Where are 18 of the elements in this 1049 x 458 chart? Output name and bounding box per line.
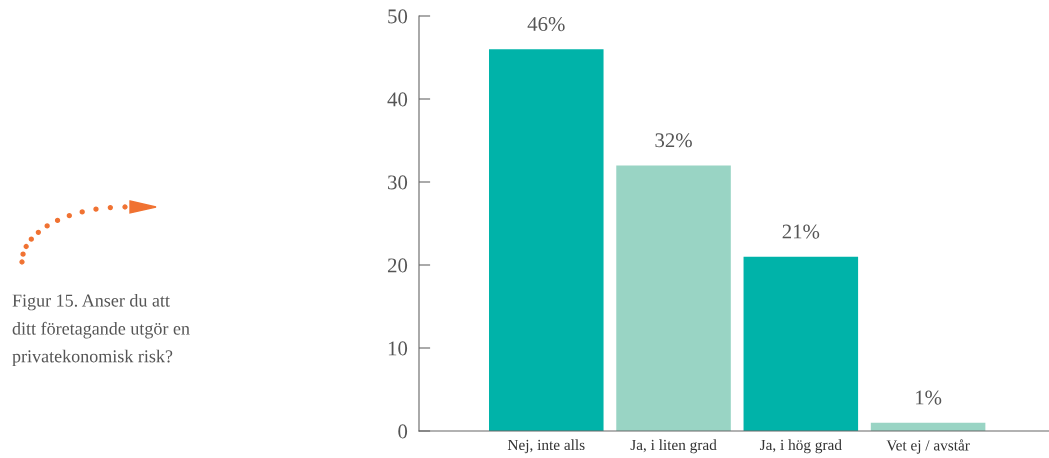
y-tick-label: 20 <box>387 258 408 273</box>
x-tick-label: Ja, i liten grad <box>630 439 717 454</box>
bar <box>743 256 859 431</box>
bar <box>616 165 731 431</box>
data-label: 32% <box>655 133 692 148</box>
data-label: 1% <box>916 390 942 405</box>
x-tick-label: Nej, inte alls <box>507 439 585 454</box>
y-tick-label: 10 <box>388 341 408 356</box>
y-tick-label: 30 <box>388 175 408 190</box>
data-label: 46% <box>527 17 565 32</box>
y-tick-label: 50 <box>388 9 408 24</box>
x-tick-label: Ja, i hög grad <box>759 439 842 454</box>
bar <box>489 49 604 431</box>
y-tick-label: 0 <box>398 424 408 439</box>
x-tick-label: Vet ej / avstår <box>886 439 970 454</box>
data-label: 21% <box>782 224 820 239</box>
text: Figur 15. Anser du att ditt företagande utgör en privatekonomisk risk? <box>12 293 190 367</box>
y-tick-label: 40 <box>387 92 408 107</box>
